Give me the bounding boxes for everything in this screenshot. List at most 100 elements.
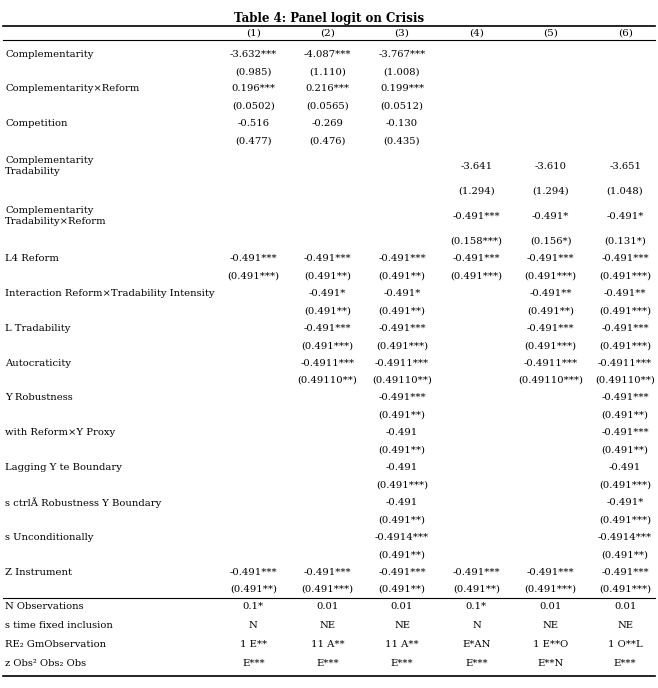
Text: (0.491***): (0.491***) — [301, 341, 354, 350]
Text: -0.491: -0.491 — [386, 463, 418, 472]
Text: Complementarity×Reform: Complementarity×Reform — [5, 85, 139, 94]
Text: (0.491**): (0.491**) — [304, 306, 351, 315]
Text: N: N — [472, 621, 481, 630]
Text: Table 4: Panel logit on Crisis: Table 4: Panel logit on Crisis — [234, 12, 424, 25]
Text: (0.491***): (0.491***) — [301, 585, 354, 594]
Text: N: N — [249, 621, 258, 630]
Text: -0.491***: -0.491*** — [601, 323, 649, 333]
Text: Complementarity: Complementarity — [5, 156, 93, 165]
Text: -0.491: -0.491 — [386, 428, 418, 437]
Text: -3.610: -3.610 — [535, 162, 567, 171]
Text: (0.491***): (0.491***) — [524, 585, 577, 594]
Text: -0.491***: -0.491*** — [378, 254, 426, 263]
Text: -0.491*: -0.491* — [309, 289, 346, 298]
Text: Tradability×Reform: Tradability×Reform — [5, 217, 107, 226]
Text: -0.4914***: -0.4914*** — [375, 533, 429, 541]
Text: -0.491**: -0.491** — [530, 289, 572, 298]
Text: with Reform×Y Proxy: with Reform×Y Proxy — [5, 428, 115, 437]
Text: -0.4914***: -0.4914*** — [598, 533, 652, 541]
Text: -0.491***: -0.491*** — [378, 394, 426, 402]
Text: (0.491***): (0.491***) — [524, 272, 577, 281]
Text: 11 A**: 11 A** — [311, 640, 345, 649]
Text: -0.491***: -0.491*** — [230, 254, 277, 263]
Text: -3.767***: -3.767*** — [378, 50, 426, 58]
Text: L4 Reform: L4 Reform — [5, 254, 59, 263]
Text: -0.491***: -0.491*** — [527, 254, 574, 263]
Text: (0.476): (0.476) — [309, 137, 346, 146]
Text: (6): (6) — [618, 28, 632, 38]
Text: -0.491***: -0.491*** — [230, 568, 277, 577]
Text: -0.4911***: -0.4911*** — [301, 358, 355, 367]
Text: (0.49110**): (0.49110**) — [372, 376, 432, 385]
Text: 0.01: 0.01 — [316, 603, 339, 612]
Text: (0.985): (0.985) — [235, 67, 272, 76]
Text: -0.491***: -0.491*** — [453, 568, 500, 577]
Text: -0.491***: -0.491*** — [601, 394, 649, 402]
Text: (0.491***): (0.491***) — [599, 515, 651, 524]
Text: 0.196***: 0.196*** — [232, 85, 275, 94]
Text: -0.491**: -0.491** — [604, 289, 646, 298]
Text: -0.491***: -0.491*** — [453, 212, 500, 221]
Text: s time fixed inclusion: s time fixed inclusion — [5, 621, 113, 630]
Text: -0.516: -0.516 — [238, 119, 269, 129]
Text: -4.087***: -4.087*** — [304, 50, 351, 58]
Text: E***: E*** — [391, 659, 413, 668]
Text: (0.491**): (0.491**) — [378, 411, 426, 420]
Text: (0.491**): (0.491**) — [378, 515, 426, 524]
Text: E**N: E**N — [538, 659, 564, 668]
Text: Z Instrument: Z Instrument — [5, 568, 72, 577]
Text: (0.49110***): (0.49110***) — [519, 376, 583, 385]
Text: -0.269: -0.269 — [312, 119, 343, 129]
Text: (1.048): (1.048) — [607, 186, 644, 195]
Text: E***: E*** — [614, 659, 636, 668]
Text: (0.491**): (0.491**) — [304, 272, 351, 281]
Text: Competition: Competition — [5, 119, 68, 129]
Text: (0.491***): (0.491***) — [227, 272, 280, 281]
Text: (0.491**): (0.491**) — [601, 446, 649, 455]
Text: -0.491*: -0.491* — [607, 498, 644, 507]
Text: -0.491***: -0.491*** — [304, 323, 351, 333]
Text: 0.01: 0.01 — [540, 603, 562, 612]
Text: 0.199***: 0.199*** — [380, 85, 424, 94]
Text: (0.477): (0.477) — [235, 137, 272, 146]
Text: (0.491**): (0.491**) — [378, 272, 426, 281]
Text: (0.491**): (0.491**) — [378, 550, 426, 559]
Text: -0.491***: -0.491*** — [304, 254, 351, 263]
Text: Complementarity: Complementarity — [5, 206, 93, 215]
Text: 1 O**L: 1 O**L — [608, 640, 642, 649]
Text: (0.491***): (0.491***) — [599, 480, 651, 489]
Text: L Tradability: L Tradability — [5, 323, 70, 333]
Text: (0.156*): (0.156*) — [530, 237, 572, 246]
Text: -3.632***: -3.632*** — [230, 50, 277, 58]
Text: (0.158***): (0.158***) — [450, 237, 503, 246]
Text: -0.130: -0.130 — [386, 119, 418, 129]
Text: -0.4911***: -0.4911*** — [375, 358, 429, 367]
Text: Y Robustness: Y Robustness — [5, 394, 73, 402]
Text: -0.491***: -0.491*** — [304, 568, 351, 577]
Text: 0.216***: 0.216*** — [306, 85, 349, 94]
Text: Autocraticity: Autocraticity — [5, 358, 71, 367]
Text: -0.491***: -0.491*** — [601, 428, 649, 437]
Text: (0.0502): (0.0502) — [232, 102, 275, 111]
Text: (0.491**): (0.491**) — [601, 411, 649, 420]
Text: -3.641: -3.641 — [461, 162, 492, 171]
Text: -0.491***: -0.491*** — [601, 568, 649, 577]
Text: (0.491**): (0.491**) — [378, 585, 426, 594]
Text: -0.491*: -0.491* — [532, 212, 569, 221]
Text: (2): (2) — [320, 28, 335, 38]
Text: (0.491***): (0.491***) — [450, 272, 503, 281]
Text: -3.651: -3.651 — [609, 162, 641, 171]
Text: (1.294): (1.294) — [458, 186, 495, 195]
Text: (0.491**): (0.491**) — [378, 306, 426, 315]
Text: -0.4911***: -0.4911*** — [598, 358, 652, 367]
Text: (0.435): (0.435) — [384, 137, 420, 146]
Text: (0.491**): (0.491**) — [601, 550, 649, 559]
Text: (0.491**): (0.491**) — [453, 585, 500, 594]
Text: -0.491: -0.491 — [609, 463, 642, 472]
Text: Lagging Y te Boundary: Lagging Y te Boundary — [5, 463, 122, 472]
Text: (0.0565): (0.0565) — [307, 102, 349, 111]
Text: N Observations: N Observations — [5, 603, 84, 612]
Text: -0.491***: -0.491*** — [527, 323, 574, 333]
Text: (0.491***): (0.491***) — [599, 585, 651, 594]
Text: RE₂ GmObservation: RE₂ GmObservation — [5, 640, 107, 649]
